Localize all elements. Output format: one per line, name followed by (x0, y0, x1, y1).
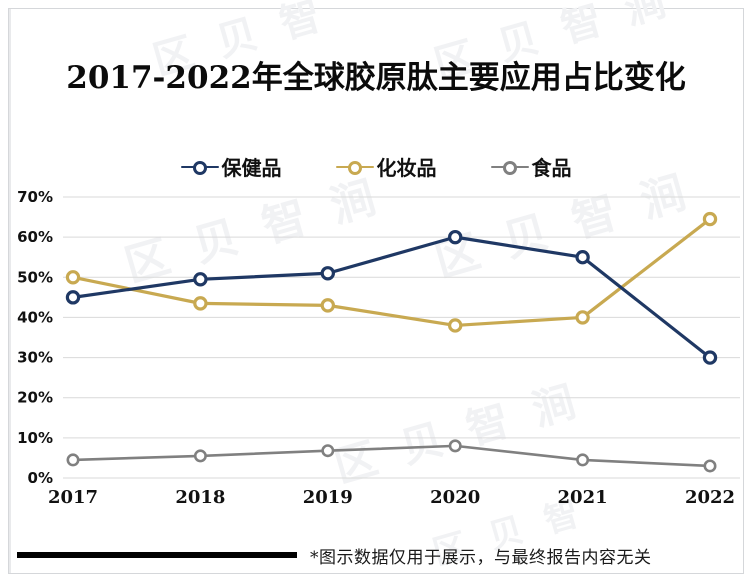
y-axis-tick-label: 20% (17, 389, 53, 407)
data-point-marker[interactable] (703, 459, 717, 473)
chart-legend: 保健品 化妆品 食品 (0, 152, 752, 181)
data-point-marker[interactable] (448, 439, 462, 453)
data-point-marker[interactable] (193, 272, 208, 287)
y-axis-tick-label: 0% (28, 469, 53, 487)
footer-divider (17, 552, 297, 558)
data-point-marker[interactable] (702, 350, 718, 365)
y-axis-tick-label: 60% (17, 228, 53, 246)
y-axis-tick-label: 70% (17, 188, 53, 206)
legend-item-food[interactable]: 食品 (490, 152, 572, 181)
legend-marker-icon (490, 159, 529, 175)
chart-title: 2017-2022年全球胶原肽主要应用占比变化 (66, 60, 686, 96)
x-axis-tick-label: 2020 (430, 487, 480, 508)
y-axis-tick-label: 10% (17, 429, 53, 447)
legend-item-cosmetics[interactable]: 化妆品 (335, 152, 437, 181)
data-point-marker[interactable] (448, 318, 463, 333)
series-line (71, 235, 712, 360)
data-point-marker[interactable] (65, 290, 81, 305)
series-line (71, 444, 712, 468)
data-point-marker[interactable] (575, 250, 590, 265)
x-axis-tick-label: 2019 (303, 487, 353, 508)
legend-label: 食品 (531, 156, 572, 180)
legend-item-health[interactable]: 保健品 (180, 152, 282, 181)
data-point-marker[interactable] (320, 298, 335, 313)
y-axis-tick-label: 50% (17, 268, 53, 286)
x-axis-tick-label: 2017 (48, 487, 98, 508)
data-point-marker[interactable] (66, 453, 80, 467)
data-point-marker[interactable] (702, 211, 718, 227)
legend-marker-icon (180, 159, 219, 175)
y-axis-tick-label: 40% (17, 308, 53, 326)
legend-marker-icon (335, 159, 374, 175)
data-point-marker[interactable] (448, 229, 463, 245)
footer-note: *图示数据仅用于展示，与最终报告内容无关 (310, 548, 652, 568)
x-axis-tick-label: 2021 (558, 487, 608, 508)
page-border-accent (9, 9, 11, 573)
data-point-marker[interactable] (193, 296, 208, 311)
series-line (71, 217, 712, 328)
x-axis-tick-label: 2022 (685, 487, 735, 508)
legend-label: 保健品 (221, 156, 282, 180)
x-axis-tick-label: 2018 (175, 487, 225, 508)
data-point-marker[interactable] (321, 444, 335, 458)
data-point-marker[interactable] (65, 270, 81, 285)
legend-label: 化妆品 (376, 156, 437, 180)
data-point-marker[interactable] (320, 266, 335, 281)
data-point-marker[interactable] (576, 453, 590, 467)
y-axis-tick-label: 30% (17, 349, 53, 367)
data-point-marker[interactable] (193, 449, 207, 463)
data-point-marker[interactable] (575, 310, 590, 325)
